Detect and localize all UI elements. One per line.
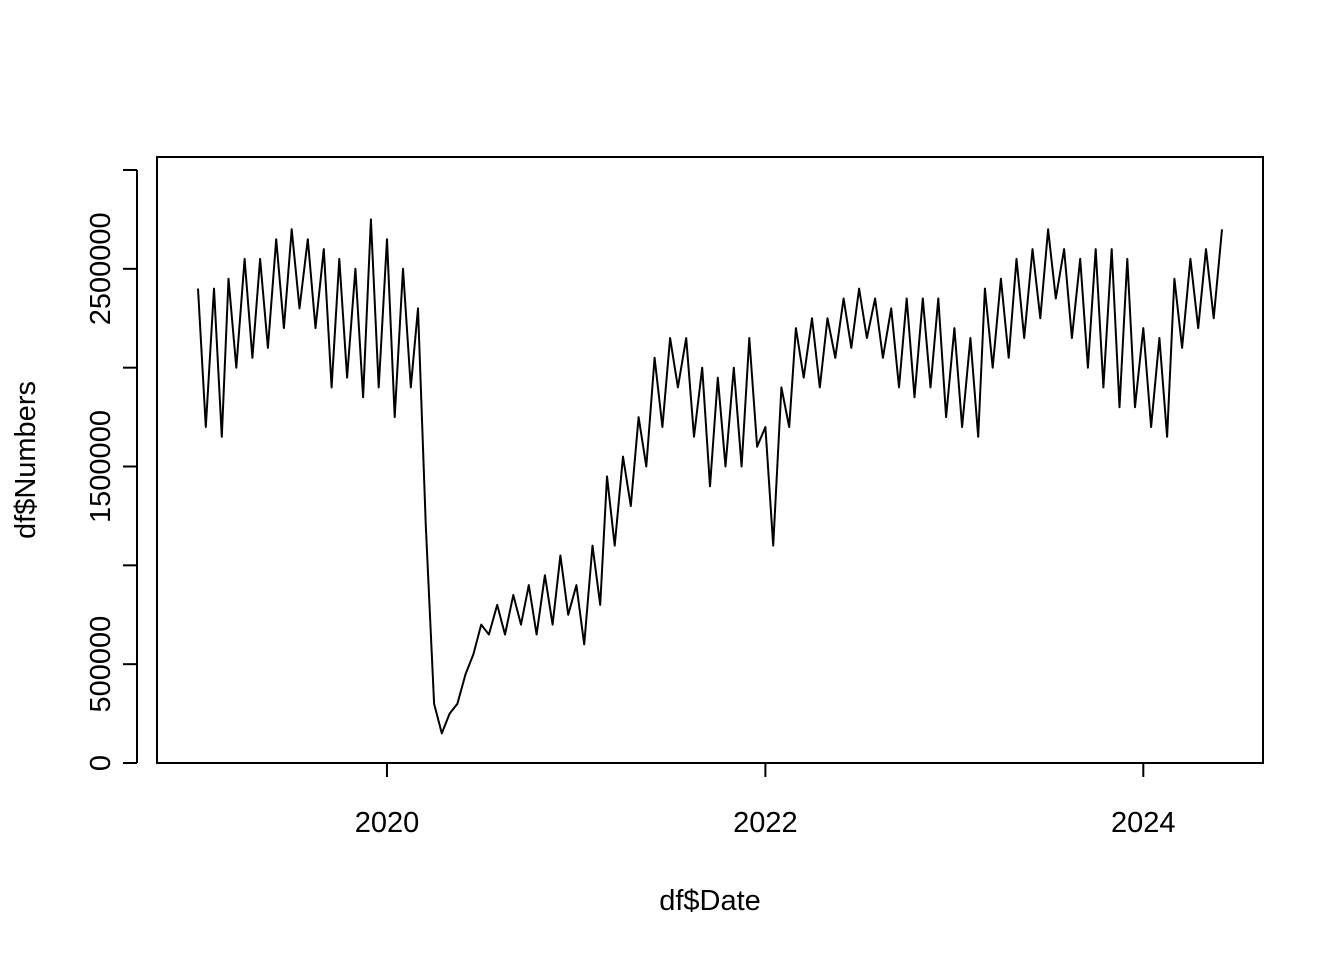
x-axis: 2020 2022 2024 [355,762,1176,839]
x-tick-label: 2022 [733,807,798,839]
y-tick-label: 1500000 [85,410,117,523]
x-tick-label: 2024 [1111,807,1176,839]
series-group [197,218,1223,735]
series-line [197,218,1223,735]
x-tick-label: 2020 [355,807,420,839]
y-tick-label: 2500000 [85,212,117,325]
y-tick-label: 0 [85,755,117,771]
plot-frame [156,156,1264,764]
x-axis-label: df$Date [659,885,761,917]
y-axis: 0 500000 1500000 2500000 [85,169,138,771]
y-axis-label: df$Numbers [10,381,42,539]
y-tick-label: 500000 [85,616,117,713]
